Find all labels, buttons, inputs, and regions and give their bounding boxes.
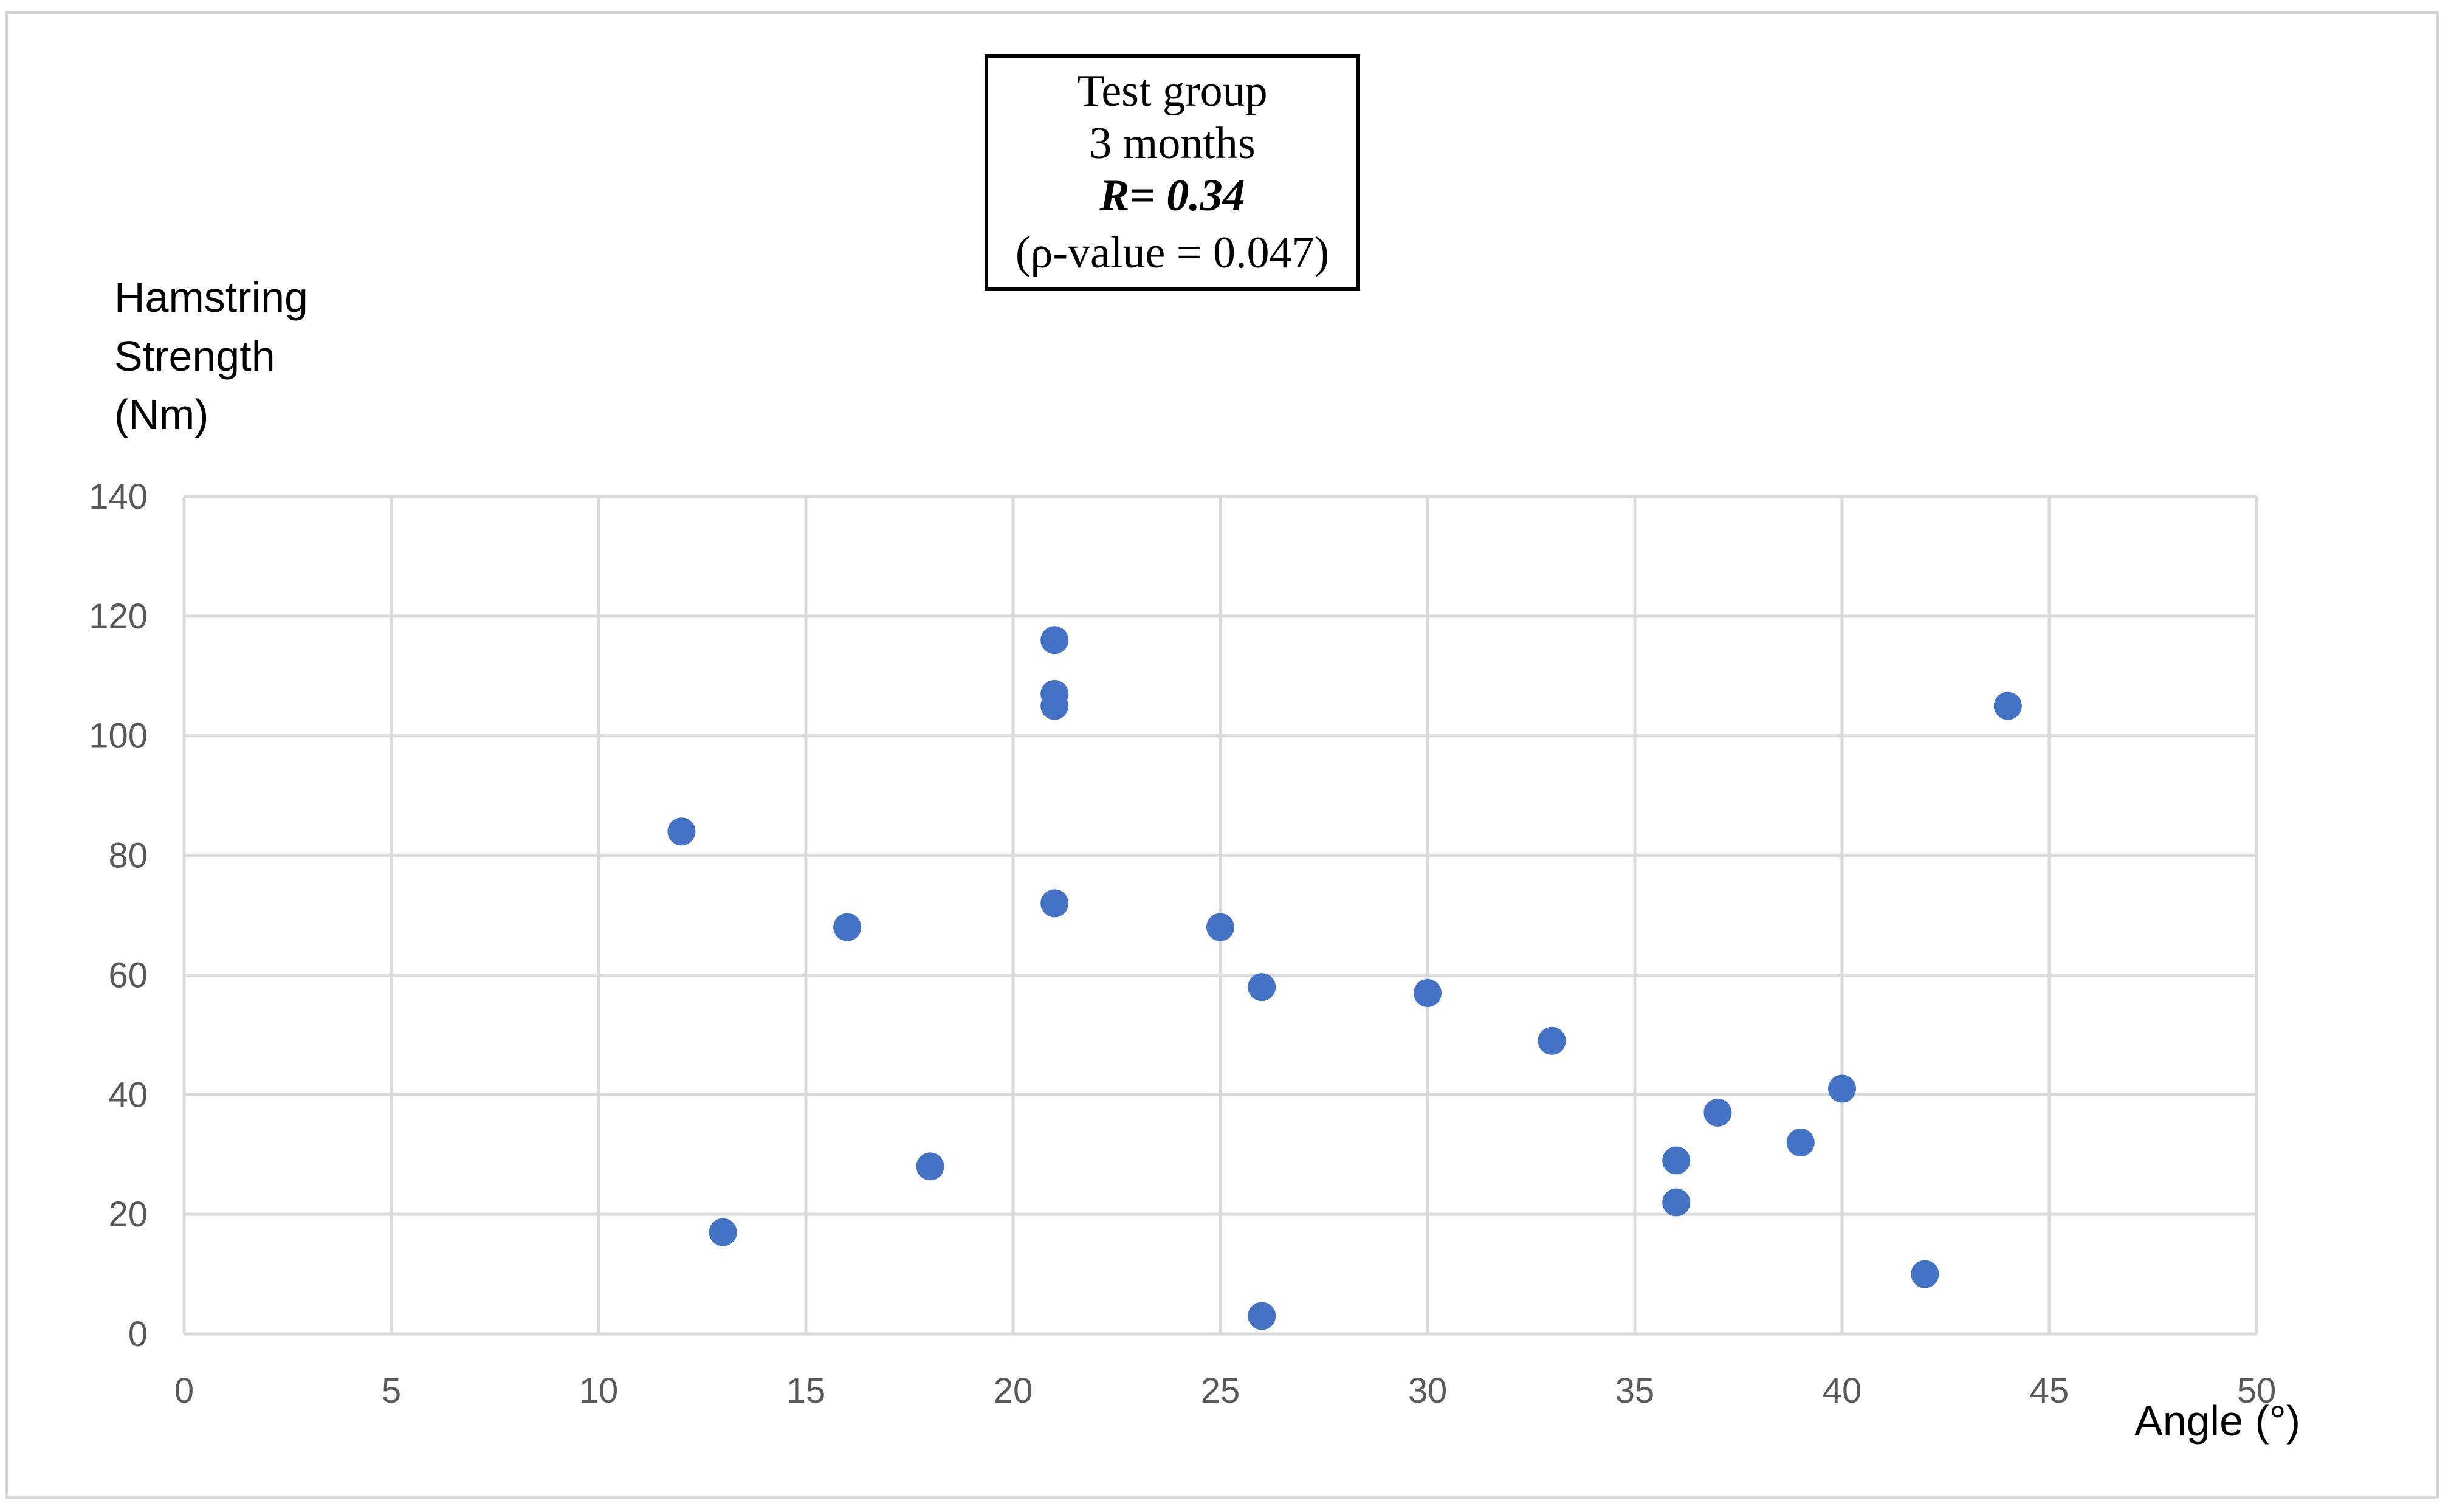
y-tick-label: 80: [108, 836, 148, 876]
y-tick-label: 20: [108, 1195, 148, 1234]
tick-labels: 0 20 40 60 80 100 120 140 0 5 10 15 20 25 30 35 40 45 50: [89, 477, 2276, 1411]
x-tick-label: 35: [1615, 1371, 1655, 1411]
annotation-line-1: Test group: [1077, 66, 1267, 116]
data-point: [1414, 978, 1442, 1007]
annotation-box: Test group 3 months R= 0.34 (ρ-value = 0…: [985, 54, 1360, 291]
y-axis-title: Hamstring Strength (Nm): [114, 273, 308, 438]
data-point: [1040, 889, 1069, 918]
data-point: [1993, 692, 2022, 720]
data-points: [667, 626, 2022, 1330]
x-tick-label: 25: [1201, 1371, 1240, 1411]
x-tick-label: 5: [382, 1371, 401, 1411]
data-point: [1703, 1098, 1732, 1127]
x-tick-label: 30: [1408, 1371, 1448, 1411]
data-point: [1040, 692, 1069, 720]
data-point: [667, 817, 696, 846]
x-tick-label: 10: [579, 1371, 619, 1411]
data-point: [1662, 1188, 1691, 1217]
y-axis-title-line-3: (Nm): [114, 391, 208, 438]
x-tick-label: 20: [994, 1371, 1033, 1411]
y-tick-label: 120: [89, 597, 148, 636]
data-point: [1040, 626, 1069, 655]
data-point: [1248, 973, 1276, 1002]
y-tick-label: 40: [108, 1075, 148, 1115]
annotation-line-3: R= 0.34: [1099, 171, 1245, 221]
axes: [182, 497, 2257, 1336]
y-axis-title-line-2: Strength: [114, 332, 275, 380]
data-point: [1662, 1146, 1691, 1175]
data-point: [1828, 1074, 1856, 1103]
y-axis-title-line-1: Hamstring: [114, 273, 308, 321]
grid: [184, 495, 2258, 1334]
y-tick-label: 100: [89, 716, 148, 756]
annotation-border: [985, 54, 1360, 291]
data-point: [709, 1218, 737, 1246]
y-tick-label: 0: [128, 1314, 148, 1354]
data-point: [833, 913, 862, 941]
x-tick-label: 50: [2237, 1371, 2277, 1411]
x-tick-label: 0: [174, 1371, 194, 1411]
annotation-line-4: (ρ-value = 0.047): [1016, 228, 1329, 278]
x-axis-title: Angle (°): [2134, 1397, 2300, 1445]
y-tick-label: 140: [89, 477, 148, 517]
data-point: [1911, 1260, 1939, 1288]
data-point: [916, 1152, 944, 1181]
data-point: [1786, 1129, 1815, 1157]
x-tick-label: 45: [2030, 1371, 2069, 1411]
data-point: [1206, 913, 1234, 941]
data-point: [1538, 1026, 1566, 1055]
x-tick-label: 15: [786, 1371, 826, 1411]
y-tick-label: 60: [108, 955, 148, 995]
annotation-line-2: 3 months: [1089, 119, 1255, 168]
x-tick-label: 40: [1823, 1371, 1862, 1411]
data-point: [1248, 1302, 1276, 1330]
